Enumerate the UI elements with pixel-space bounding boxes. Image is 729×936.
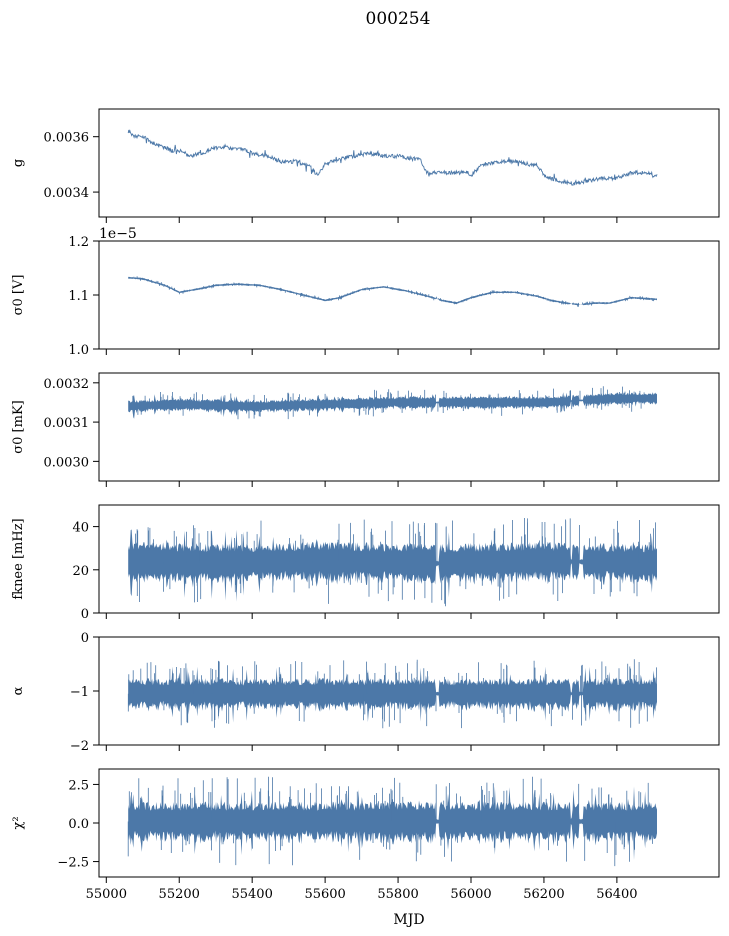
y-tick-label-sigma_mk-1: 0.0031: [44, 416, 90, 431]
x-tick-label-4: 55800: [377, 887, 418, 902]
y-tick-label-sigma_mk-2: 0.0032: [44, 377, 90, 392]
y-tick-label-chi2-0: −2.5: [57, 856, 89, 871]
x-tick-label-6: 56200: [523, 887, 564, 902]
x-tick-label-7: 56400: [596, 887, 637, 902]
y-tick-label-chi2-1: 0.0: [68, 817, 89, 832]
axis-frame-sigma_v: [98, 240, 720, 350]
x-tick-label-3: 55600: [304, 887, 345, 902]
y-tick-label-chi2-2: 2.5: [68, 778, 89, 793]
panel-sigma_v: 1.0 1.1 1.2 1e−5 σ0 [V]: [11, 226, 720, 358]
x-tick-label-0: 55000: [86, 887, 127, 902]
axis-frame-fknee: [98, 504, 720, 614]
series-spikes-sigma_v: [133, 276, 654, 307]
y-axis-label-fknee: fknee [mHz]: [11, 518, 26, 599]
figure-title: 000254: [366, 9, 431, 29]
y-tick-label-sigma_v-1: 1.1: [68, 289, 89, 304]
y-axis-label-alpha: α: [11, 686, 26, 695]
y-axis-label-gain: g: [11, 159, 26, 167]
offset-label-sigma_v: 1e−5: [99, 226, 137, 242]
y-tick-label-fknee-2: 40: [72, 521, 89, 536]
series-spikes-sigma_mk: [132, 386, 645, 420]
y-tick-label-alpha-2: 0: [81, 631, 89, 646]
y-axis-label-sigma_v: σ0 [V]: [11, 275, 26, 316]
panel-chi2: 55000 55200 55400 55600 55800 56000 56200 56400…: [11, 768, 720, 902]
x-axis-label: MJD: [393, 912, 424, 928]
y-tick-label-alpha-1: −1: [70, 685, 89, 700]
x-tick-label-2: 55400: [231, 887, 272, 902]
y-tick-label-alpha-0: −2: [70, 739, 89, 754]
panel-sigma_mk: 0.0030 0.0031 0.0032 σ0 [mK]: [11, 372, 720, 487]
y-tick-label-sigma_mk-0: 0.0030: [44, 455, 90, 470]
panel-fknee: 0 20 40 fknee [mHz]: [11, 504, 720, 622]
y-axis-label-chi2: χ²: [11, 816, 26, 829]
y-tick-label-sigma_v-0: 1.0: [68, 343, 89, 358]
series-band-chi2: [128, 786, 657, 860]
y-tick-label-sigma_v-2: 1.2: [68, 235, 89, 250]
x-tick-label-1: 55200: [159, 887, 200, 902]
axis-frame-gain: [98, 108, 720, 218]
x-tick-label-5: 56000: [450, 887, 491, 902]
y-tick-label-gain-0: 0.0034: [44, 186, 90, 201]
y-tick-label-gain-1: 0.0036: [44, 131, 90, 146]
panel-gain: 0.0034 0.0036 g: [11, 108, 720, 223]
series-band-sigma_v: [128, 276, 657, 306]
y-tick-label-fknee-1: 20: [72, 564, 89, 579]
series-band-alpha: [128, 666, 657, 725]
series-spikes-fknee: [135, 518, 656, 607]
series-spikes-chi2: [127, 776, 653, 867]
y-axis-label-sigma_mk: σ0 [mK]: [11, 400, 26, 453]
panel-alpha: −2 −1 0 α: [11, 631, 720, 754]
y-tick-label-fknee-0: 0: [81, 607, 89, 622]
series-spikes-alpha: [127, 659, 657, 729]
axis-frame-sigma_mk: [98, 372, 720, 482]
series-line-gain: [127, 129, 658, 186]
